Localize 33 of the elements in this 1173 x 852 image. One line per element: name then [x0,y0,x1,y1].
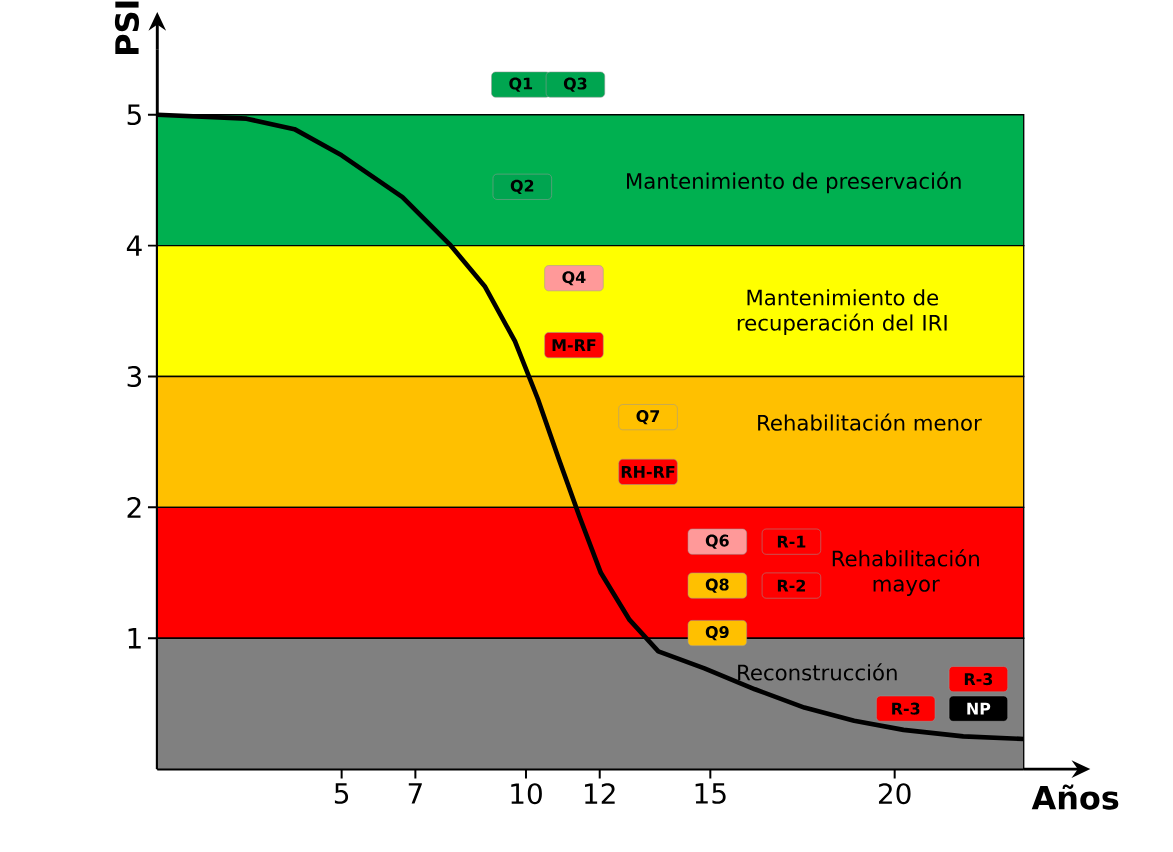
annotation: Q2 [510,179,534,194]
annotation: RH-RF [621,466,675,478]
annotation: NP [967,702,991,715]
annotation: Q1 [509,77,533,92]
annotation: R-3 [964,673,993,686]
annotation: Mantenimiento de recuperación del IRI [737,289,947,336]
annotation: Q7 [636,410,660,425]
annotation: Mantenimiento de preservación [627,171,961,194]
x-tick-label: 10 [511,783,542,805]
x-tick-label: 15 [695,783,726,804]
annotation: Q9 [705,626,729,641]
x-tick-label: 12 [585,783,615,804]
x-tick-label: 5 [334,783,349,804]
y-tick-label: 4 [126,235,142,256]
annotation: Rehabilitación mayor [832,549,979,597]
y-tick-label: 2 [127,497,141,518]
x-tick-label: 20 [878,783,911,805]
annotation: Q3 [563,77,587,92]
x-axis-title: Años [1031,784,1119,810]
annotation: R-1 [777,535,806,548]
y-axis-title: PSI [114,1,140,55]
annotation: R-3 [892,702,920,715]
annotation: Rehabilitación menor [758,413,982,431]
y-tick-label: 5 [127,104,141,126]
y-tick-label: 1 [128,628,141,649]
x-tick-label: 7 [408,783,422,804]
annotation: Q4 [562,271,586,286]
annotation: Q8 [705,578,729,593]
annotation: Reconstrucción [738,663,897,681]
annotation: Q6 [705,534,729,549]
annotation: M-RF [552,339,596,352]
y-tick-label: 3 [127,366,142,388]
annotation: R-2 [777,579,806,592]
